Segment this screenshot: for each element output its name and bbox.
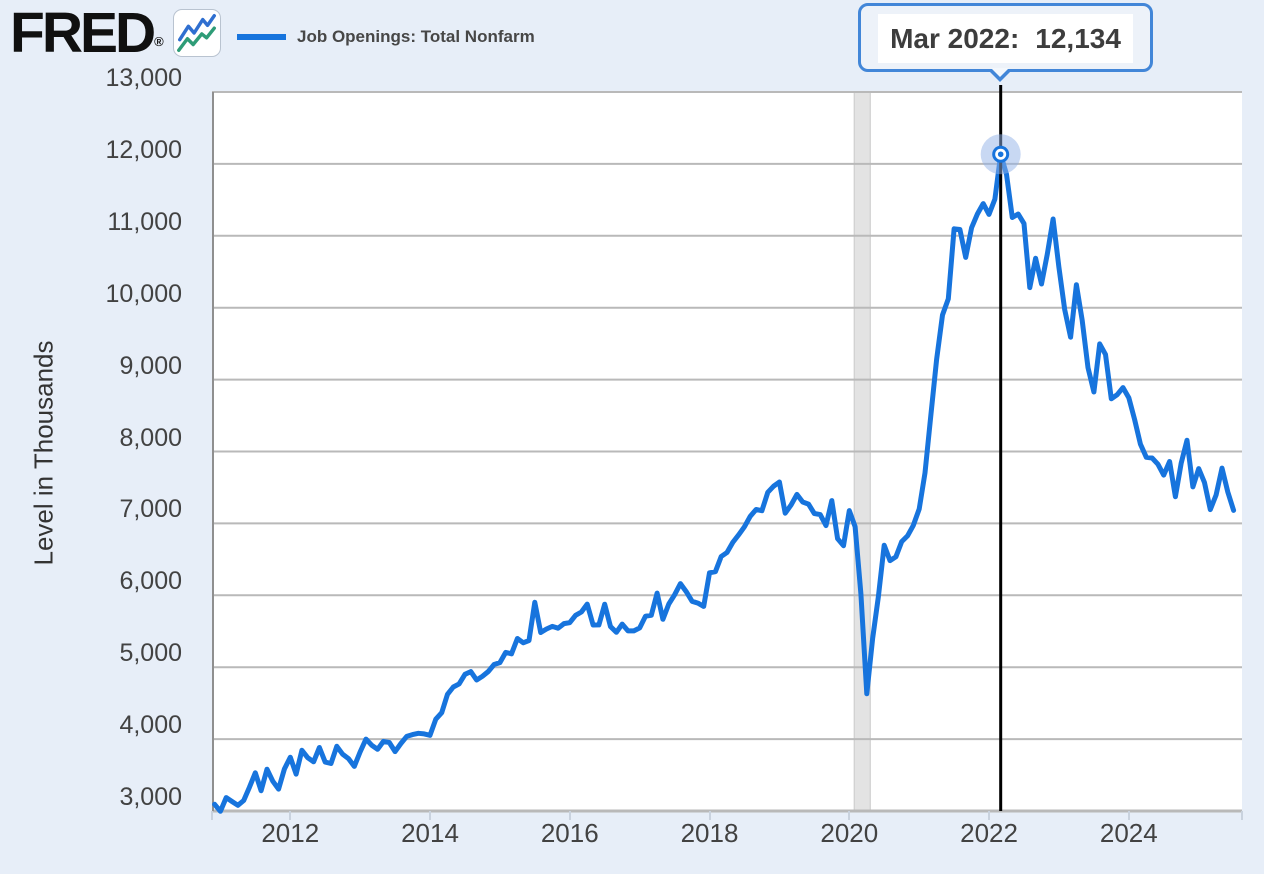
y-axis-tick-label: 7,000 <box>119 495 182 524</box>
tooltip-content: Mar 2022: 12,134 <box>878 14 1133 63</box>
fred-logo[interactable]: FRED® <box>10 0 164 65</box>
x-axis-tick <box>848 811 851 820</box>
plot-area[interactable] <box>212 85 1242 814</box>
x-axis-tick-label: 2018 <box>680 818 739 848</box>
legend-color-swatch <box>237 34 286 40</box>
tooltip-arrow-fill <box>991 68 1009 77</box>
icon-sparkline-blue <box>178 14 216 42</box>
icon-sparkline-green <box>177 26 216 52</box>
x-axis-tick-label: 2024 <box>1099 818 1158 848</box>
x-axis-tick <box>289 811 292 820</box>
x-axis-tick <box>568 811 571 820</box>
y-axis-tick-label: 3,000 <box>119 783 182 811</box>
y-axis-tick-label: 6,000 <box>119 567 182 596</box>
series-legend[interactable]: Job Openings: Total Nonfarm <box>237 22 535 52</box>
x-axis-tick-label: 2016 <box>540 818 599 848</box>
x-axis-tick-label: 2014 <box>401 818 459 848</box>
y-axis-tick-label: 5,000 <box>119 639 182 668</box>
x-axis-tick-label: 2012 <box>261 818 320 848</box>
x-axis-tick-label: 2022 <box>960 818 1018 848</box>
y-axis-tick-label: 8,000 <box>119 423 182 452</box>
y-axis-tick-label: 13,000 <box>105 64 182 92</box>
fred-logo-text: FRED <box>10 1 156 65</box>
fred-chart-icon <box>173 9 221 57</box>
y-axis-tick-label: 4,000 <box>119 711 182 740</box>
x-axis-edge-tick <box>211 811 213 820</box>
x-axis-edge-tick <box>1241 811 1243 820</box>
x-axis-tick <box>988 811 991 820</box>
series-line-job-openings[interactable] <box>212 151 1237 814</box>
data-point-marker-core <box>997 151 1004 158</box>
y-axis-tick-label: 12,000 <box>105 135 182 164</box>
tooltip: Mar 2022: 12,134 <box>858 3 1153 82</box>
tooltip-date: Mar 2022: <box>890 22 1020 54</box>
legend-label: Job Openings: Total Nonfarm <box>297 27 535 46</box>
y-axis-tick-label: 9,000 <box>119 351 182 380</box>
x-axis-tick <box>429 811 432 820</box>
x-axis-tick <box>1127 811 1130 820</box>
y-axis-tick-label: 10,000 <box>105 279 182 308</box>
tooltip-value: 12,134 <box>1035 22 1121 54</box>
registered-mark: ® <box>154 34 164 49</box>
y-axis-tick-label: 11,000 <box>107 207 182 236</box>
x-axis-tick <box>708 811 711 820</box>
x-axis-tick-label: 2020 <box>820 818 879 848</box>
